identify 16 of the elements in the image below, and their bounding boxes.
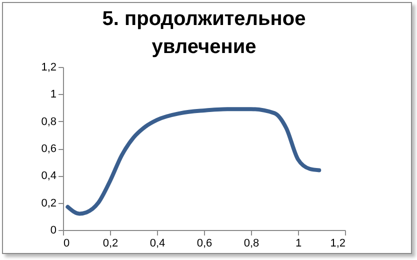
chart-title: 5. продолжительное увлечение — [102, 8, 306, 58]
x-tick-label: 1,2 — [330, 238, 346, 250]
x-tick-label: 0,4 — [150, 238, 166, 250]
x-tick-label: 0,6 — [196, 238, 212, 250]
y-tick-label: 0,8 — [41, 116, 56, 128]
line-series — [66, 107, 322, 216]
y-tick-label: 0,2 — [41, 197, 56, 210]
y-tick-label: 0,6 — [41, 143, 56, 155]
x-tick-label: 0,8 — [244, 238, 260, 250]
y-tick-label: 0,4 — [41, 170, 56, 182]
y-tick-label: 0 — [50, 224, 56, 236]
y-tick-label: 1,2 — [41, 62, 56, 74]
x-tick-label: 1 — [295, 238, 302, 250]
x-tick-label: 0,2 — [102, 238, 118, 250]
y-tick-label: 1 — [50, 88, 56, 101]
x-tick-label: 0 — [64, 238, 70, 250]
